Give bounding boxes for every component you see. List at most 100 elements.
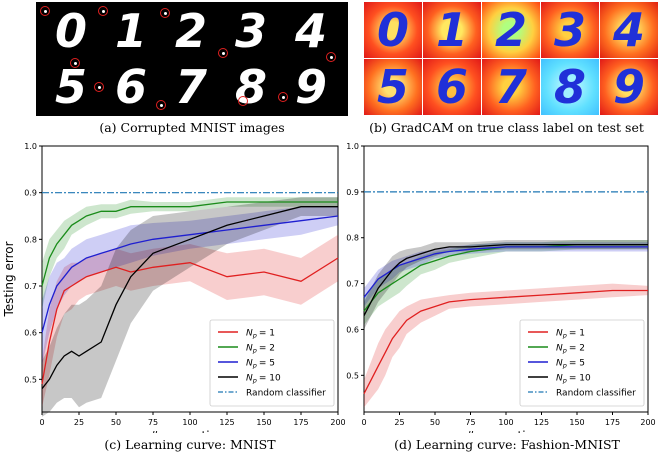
mnist-digit-8: 8 bbox=[226, 62, 276, 112]
mnist-digit-label: 5 bbox=[54, 60, 87, 114]
mnist-digit-label: 6 bbox=[114, 60, 147, 114]
mnist-digit-6: 6 bbox=[106, 62, 156, 112]
x-axis-label: #generations bbox=[465, 429, 547, 433]
corruption-pixel-marker bbox=[238, 96, 248, 106]
caption-d: (d) Learning curve: Fashion-MNIST bbox=[394, 437, 620, 452]
corruption-pixel-marker bbox=[160, 8, 170, 18]
mnist-digit-label: 4 bbox=[294, 4, 327, 58]
x-tick-label: 100 bbox=[498, 418, 513, 427]
series-band-2 bbox=[42, 206, 338, 366]
legend-symbol: N bbox=[556, 344, 563, 354]
mnist-digit-label: 3 bbox=[234, 4, 267, 58]
x-tick-label: 25 bbox=[74, 418, 84, 427]
legend-subscript: p bbox=[252, 347, 257, 355]
chart-fashion-mnist-learning-curve: 0 25 50 75 100 125 150 175 200 0.5 0.6 0.7 0.8 0.9 1.0… bbox=[346, 142, 655, 433]
gradcam-digit-label: 4 bbox=[612, 3, 645, 57]
legend-subscript: p bbox=[562, 377, 567, 385]
series-line-2 bbox=[41, 215, 339, 333]
gradcam-digit-9: 9 bbox=[600, 59, 658, 115]
series-line-0 bbox=[363, 289, 648, 394]
x-tick-label: 50 bbox=[111, 418, 121, 427]
corruption-pixel-marker bbox=[218, 48, 228, 58]
series-band-3 bbox=[364, 240, 648, 330]
series-line-0 bbox=[41, 257, 339, 385]
mnist-digit-label: 7 bbox=[174, 60, 207, 114]
legend-label-3: Np = 10 bbox=[246, 374, 281, 385]
legend-label-1: Np = 2 bbox=[246, 344, 275, 355]
legend-value: = 5 bbox=[569, 359, 585, 369]
series-line-1 bbox=[41, 201, 338, 287]
mnist-digit-4: 4 bbox=[286, 6, 336, 56]
x-tick-label: 150 bbox=[569, 418, 584, 427]
y-tick-label: 0.8 bbox=[24, 235, 37, 244]
y-tick-label: 0.7 bbox=[24, 282, 37, 291]
mnist-digit-5: 5 bbox=[46, 62, 96, 112]
legend-label-2: Np = 5 bbox=[556, 359, 585, 370]
x-axis-label: #generations bbox=[149, 429, 231, 433]
gradcam-digit-label: 0 bbox=[376, 3, 409, 57]
series-line-3 bbox=[363, 243, 648, 316]
x-tick-label: 75 bbox=[148, 418, 158, 427]
legend-subscript: p bbox=[562, 332, 567, 340]
corruption-pixel-marker bbox=[98, 6, 108, 16]
y-tick-label: 0.6 bbox=[346, 325, 359, 334]
y-tick-label: 0.9 bbox=[24, 189, 37, 198]
legend-subscript: p bbox=[562, 362, 567, 370]
legend-symbol: N bbox=[556, 374, 563, 384]
legend-symbol: N bbox=[246, 359, 253, 369]
gradcam-digit-label: 8 bbox=[553, 60, 586, 114]
legend-label-3: Np = 10 bbox=[556, 374, 591, 385]
gradcam-digit-8: 8 bbox=[541, 59, 599, 115]
series-line-1 bbox=[363, 243, 648, 312]
y-tick-label: 0.7 bbox=[346, 280, 359, 289]
series-line-3 bbox=[41, 206, 338, 390]
gradcam-digit-7: 7 bbox=[482, 59, 540, 115]
legend-value: = 5 bbox=[259, 359, 275, 369]
y-tick-label: 0.5 bbox=[346, 371, 359, 380]
x-tick-label: 75 bbox=[465, 418, 475, 427]
mnist-digit-2: 2 bbox=[166, 6, 216, 56]
gradcam-digit-label: 1 bbox=[435, 3, 468, 57]
gradcam-digit-label: 7 bbox=[494, 60, 527, 114]
x-tick-label: 200 bbox=[330, 418, 345, 427]
corruption-pixel-marker bbox=[70, 58, 80, 68]
gradcam-digit-0: 0 bbox=[364, 2, 422, 58]
corruption-pixel-marker bbox=[278, 92, 288, 102]
mnist-digit-label: 9 bbox=[294, 60, 327, 114]
gradcam-digit-4: 4 bbox=[600, 2, 658, 58]
caption-b: (b) GradCAM on true class label on test … bbox=[369, 120, 644, 135]
chart-mnist-learning-curve: 0 25 50 75 100 125 150 175 200 0.5 0.6 0.7 0.8 0.9 1.0… bbox=[2, 142, 345, 433]
legend-label-2: Np = 5 bbox=[246, 359, 275, 370]
legend-symbol: N bbox=[556, 359, 563, 369]
legend-box bbox=[209, 319, 335, 407]
mnist-digit-9: 9 bbox=[286, 62, 336, 112]
x-tick-label: 175 bbox=[293, 418, 308, 427]
gradcam-digit-3: 3 bbox=[541, 2, 599, 58]
legend-symbol: N bbox=[556, 329, 563, 339]
mnist-digit-label: 1 bbox=[114, 4, 147, 58]
y-axis-label: Testing error bbox=[2, 241, 16, 317]
mnist-digit-3: 3 bbox=[226, 6, 276, 56]
gradcam-digit-label: 3 bbox=[553, 3, 586, 57]
gradcam-digit-2: 2 bbox=[482, 2, 540, 58]
x-tick-label: 100 bbox=[182, 418, 197, 427]
y-tick-label: 0.5 bbox=[24, 375, 37, 384]
gradcam-digit-6: 6 bbox=[423, 59, 481, 115]
series-band-2 bbox=[364, 242, 648, 307]
x-tick-label: 0 bbox=[39, 418, 44, 427]
legend-subscript: p bbox=[252, 332, 257, 340]
legend-value: = 1 bbox=[569, 329, 585, 339]
series-band-0 bbox=[42, 234, 338, 408]
legend-symbol: N bbox=[246, 329, 253, 339]
x-tick-label: 125 bbox=[219, 418, 234, 427]
mnist-digit-label: 2 bbox=[174, 4, 207, 58]
legend-label-1: Np = 2 bbox=[556, 344, 585, 355]
legend-value: = 1 bbox=[259, 329, 275, 339]
y-tick-label: 0.8 bbox=[346, 234, 359, 243]
x-tick-label: 25 bbox=[394, 418, 404, 427]
legend-box bbox=[519, 319, 645, 407]
corruption-pixel-marker bbox=[94, 82, 104, 92]
x-tick-label: 150 bbox=[256, 418, 271, 427]
